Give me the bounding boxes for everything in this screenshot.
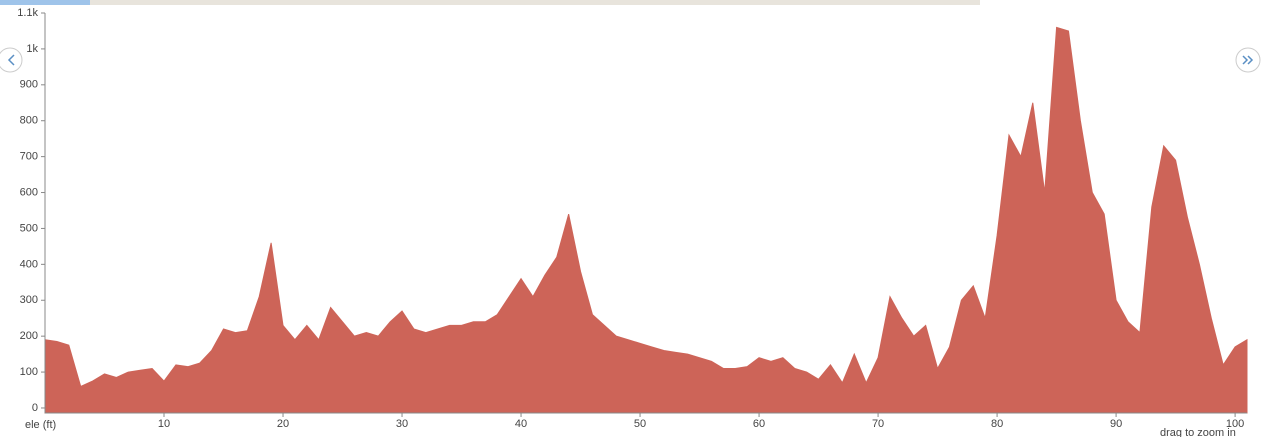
x-tick-label: 70: [872, 418, 884, 430]
y-tick-label: 800: [20, 115, 38, 127]
y-tick-label: 600: [20, 186, 38, 198]
y-tick-label: 100: [20, 366, 38, 378]
y-tick-label: 200: [20, 330, 38, 342]
y-tick-label: 1.1k: [17, 7, 38, 19]
x-tick-label: 30: [396, 418, 408, 430]
y-axis-label: ele (ft): [25, 419, 56, 431]
x-tick-label: 90: [1110, 418, 1122, 430]
map-strip: [0, 0, 980, 5]
elevation-area: [44, 26, 1248, 414]
x-tick-label: 20: [277, 418, 289, 430]
y-tick-label: 300: [20, 294, 38, 306]
prev-button[interactable]: [0, 47, 23, 73]
x-tick-label: 80: [991, 418, 1003, 430]
y-tick-label: 1k: [26, 43, 38, 55]
next-button[interactable]: [1235, 47, 1261, 73]
x-tick-label: 60: [753, 418, 765, 430]
y-tick-label: 500: [20, 222, 38, 234]
x-tick-label: 50: [634, 418, 646, 430]
zoom-hint: drag to zoom in: [1160, 427, 1236, 437]
y-tick-label: 0: [32, 402, 38, 414]
map-strip-tab: [0, 0, 90, 5]
y-tick-label: 400: [20, 258, 38, 270]
x-tick-label: 100: [1226, 418, 1244, 430]
y-tick-label: 700: [20, 151, 38, 163]
x-tick-label: 10: [158, 418, 170, 430]
x-tick-label: 40: [515, 418, 527, 430]
y-tick-label: 900: [20, 79, 38, 91]
